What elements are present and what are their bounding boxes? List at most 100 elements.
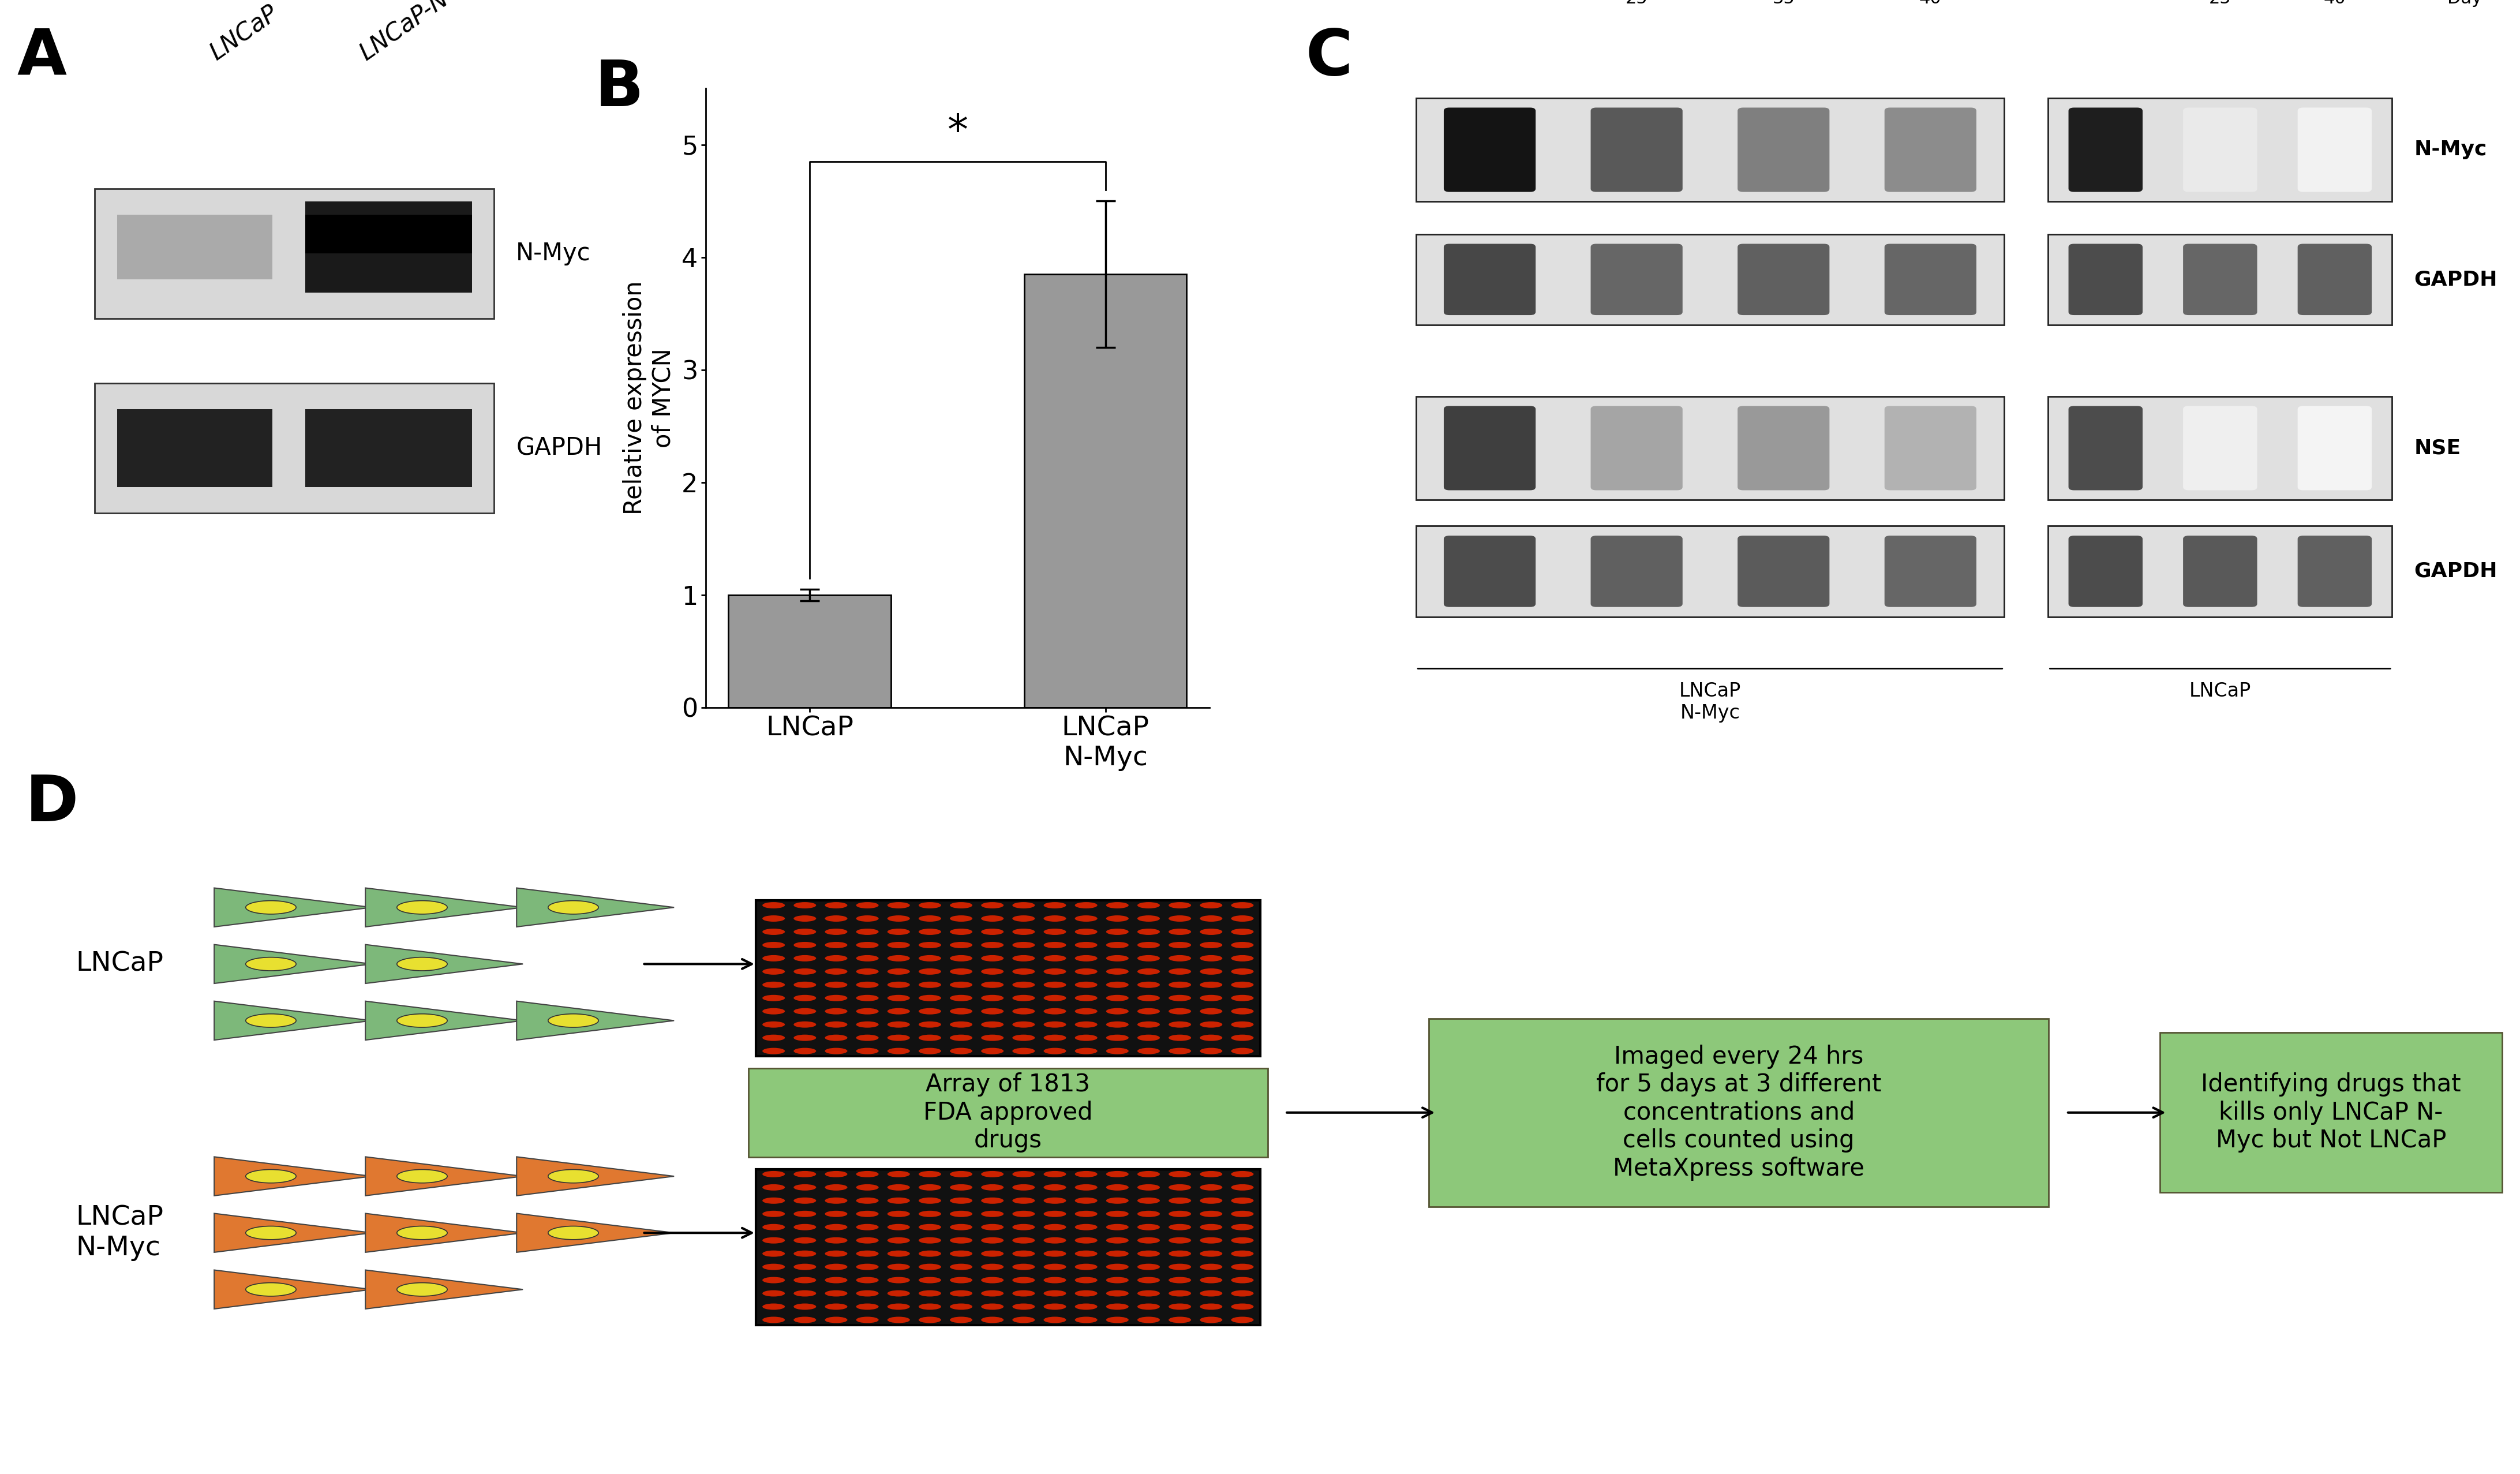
Circle shape: [950, 1276, 973, 1284]
Circle shape: [1013, 929, 1036, 935]
Circle shape: [1106, 1184, 1129, 1191]
Circle shape: [1043, 1250, 1066, 1257]
Ellipse shape: [247, 1014, 297, 1027]
Circle shape: [980, 1316, 1003, 1324]
Circle shape: [764, 1197, 784, 1204]
Circle shape: [794, 1021, 816, 1027]
Polygon shape: [365, 1213, 524, 1253]
Circle shape: [1106, 1008, 1129, 1014]
Circle shape: [1169, 1210, 1192, 1218]
Circle shape: [980, 1237, 1003, 1244]
Circle shape: [824, 1290, 847, 1297]
Circle shape: [950, 942, 973, 948]
Circle shape: [1169, 1170, 1192, 1178]
Polygon shape: [214, 1157, 373, 1195]
Circle shape: [980, 968, 1003, 974]
Text: *: *: [948, 113, 968, 153]
Bar: [728, 595, 892, 708]
Circle shape: [1106, 995, 1129, 1001]
Circle shape: [857, 1263, 879, 1271]
Text: Day: Day: [2447, 0, 2482, 7]
Text: GAPDH: GAPDH: [2414, 270, 2497, 289]
Circle shape: [794, 1263, 816, 1271]
Circle shape: [887, 982, 910, 988]
FancyBboxPatch shape: [1444, 405, 1535, 491]
Circle shape: [887, 1021, 910, 1027]
Bar: [2049, 526, 2391, 616]
Circle shape: [980, 1008, 1003, 1014]
Circle shape: [1013, 1021, 1036, 1027]
Circle shape: [764, 1290, 784, 1297]
Ellipse shape: [247, 1282, 297, 1296]
Circle shape: [950, 1197, 973, 1204]
Circle shape: [980, 982, 1003, 988]
Circle shape: [980, 1197, 1003, 1204]
Circle shape: [1232, 1263, 1252, 1271]
Circle shape: [980, 1290, 1003, 1297]
Circle shape: [1169, 1237, 1192, 1244]
Circle shape: [857, 1197, 879, 1204]
Text: 35: 35: [1772, 0, 1794, 7]
Circle shape: [1200, 1263, 1222, 1271]
Circle shape: [1137, 1021, 1159, 1027]
Circle shape: [1232, 1250, 1252, 1257]
Circle shape: [824, 1035, 847, 1041]
Circle shape: [980, 1184, 1003, 1191]
Circle shape: [887, 1197, 910, 1204]
Circle shape: [794, 929, 816, 935]
FancyBboxPatch shape: [1739, 535, 1830, 607]
Circle shape: [1076, 1184, 1096, 1191]
Circle shape: [1232, 968, 1252, 974]
Circle shape: [1106, 1170, 1129, 1178]
Circle shape: [764, 942, 784, 948]
Circle shape: [857, 915, 879, 921]
Circle shape: [1076, 1263, 1096, 1271]
Circle shape: [1169, 1008, 1192, 1014]
Circle shape: [887, 929, 910, 935]
Circle shape: [887, 1184, 910, 1191]
Circle shape: [1106, 968, 1129, 974]
Circle shape: [1169, 1048, 1192, 1054]
Text: 25: 25: [1625, 0, 1648, 7]
Circle shape: [920, 929, 940, 935]
Circle shape: [794, 1048, 816, 1054]
Circle shape: [1043, 902, 1066, 908]
Polygon shape: [214, 1213, 373, 1253]
Bar: [116, 215, 272, 280]
Circle shape: [857, 1316, 879, 1324]
Circle shape: [1200, 1303, 1222, 1310]
Circle shape: [1137, 1197, 1159, 1204]
Text: LNCaP-N-Myc: LNCaP-N-Myc: [355, 0, 499, 65]
Circle shape: [1137, 1276, 1159, 1284]
Circle shape: [950, 995, 973, 1001]
Circle shape: [1137, 1008, 1159, 1014]
Circle shape: [824, 955, 847, 961]
Bar: [2049, 397, 2391, 500]
Circle shape: [920, 955, 940, 961]
Circle shape: [1013, 982, 1036, 988]
Circle shape: [794, 955, 816, 961]
Circle shape: [1169, 1276, 1192, 1284]
Circle shape: [1200, 1035, 1222, 1041]
Circle shape: [794, 1197, 816, 1204]
Circle shape: [920, 902, 940, 908]
Bar: [1416, 97, 2003, 202]
Bar: [305, 215, 471, 254]
Text: A: A: [18, 27, 66, 88]
Circle shape: [920, 1021, 940, 1027]
Polygon shape: [365, 1157, 524, 1195]
Circle shape: [1043, 1184, 1066, 1191]
Circle shape: [824, 1008, 847, 1014]
Circle shape: [1169, 968, 1192, 974]
Circle shape: [794, 1303, 816, 1310]
Circle shape: [1043, 995, 1066, 1001]
Text: LNCaP: LNCaP: [2190, 681, 2250, 700]
FancyBboxPatch shape: [1444, 243, 1535, 315]
Circle shape: [764, 1250, 784, 1257]
Circle shape: [1106, 1223, 1129, 1231]
Circle shape: [1043, 1048, 1066, 1054]
Circle shape: [1076, 915, 1096, 921]
Circle shape: [764, 968, 784, 974]
Circle shape: [1169, 1184, 1192, 1191]
Circle shape: [824, 1197, 847, 1204]
